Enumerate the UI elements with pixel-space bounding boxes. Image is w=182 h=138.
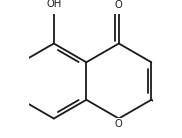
Text: OH: OH xyxy=(46,0,62,9)
Text: O: O xyxy=(115,119,123,129)
Text: O: O xyxy=(115,0,123,10)
